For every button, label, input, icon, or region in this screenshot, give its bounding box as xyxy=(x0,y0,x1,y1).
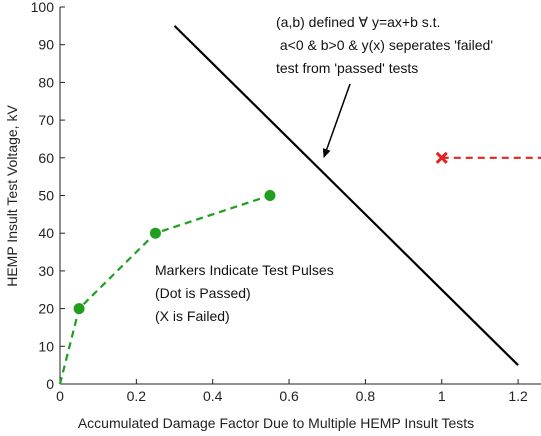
annotation-arrow xyxy=(322,83,351,158)
y-tick-label: 60 xyxy=(38,150,54,166)
x-tick-label: 0.2 xyxy=(127,388,147,404)
marker-dot xyxy=(73,303,85,315)
y-tick-label: 50 xyxy=(38,188,54,204)
x-axis-label: Accumulated Damage Factor Due to Multipl… xyxy=(78,415,474,431)
y-axis-label: HEMP Insult Test Voltage, kV xyxy=(4,105,20,287)
y-tick-label: 20 xyxy=(38,301,54,317)
y-tick-label: 30 xyxy=(38,263,54,279)
annotation-line: (Dot is Passed) xyxy=(155,285,251,301)
series-line xyxy=(58,194,271,385)
marker-x xyxy=(435,151,448,164)
x-tick-label: 0 xyxy=(56,388,64,404)
x-tick-label: 0.8 xyxy=(356,388,376,404)
annotation: (a,b) defined ∀ y=ax+b s.t. a<0 & b>0 & … xyxy=(276,14,493,158)
x-tick-label: 1.2 xyxy=(508,388,528,404)
y-tick-label: 90 xyxy=(38,37,54,53)
y-tick-label: 70 xyxy=(38,112,54,128)
x-tick-label: 1 xyxy=(438,388,446,404)
y-tick-label: 100 xyxy=(31,0,55,15)
y-tick-label: 10 xyxy=(38,338,54,354)
series-line xyxy=(173,25,519,366)
y-tick-label: 0 xyxy=(46,376,54,392)
x-tick-label: 0.4 xyxy=(203,388,223,404)
annotation-line: (a,b) defined ∀ y=ax+b s.t. xyxy=(276,14,440,30)
marker-dot xyxy=(149,227,161,239)
y-tick-label: 40 xyxy=(38,225,54,241)
annotation: Markers Indicate Test Pulses (Dot is Pas… xyxy=(155,262,334,324)
x-tick-label: 0.6 xyxy=(279,388,299,404)
annotation-line: test from 'passed' tests xyxy=(276,60,418,76)
marker-dot xyxy=(264,190,276,201)
annotation-line: Markers Indicate Test Pulses xyxy=(155,262,334,278)
annotation-line: a<0 & b>0 & y(x) seperates 'failed' xyxy=(276,37,493,53)
annotation-line: (X is Failed) xyxy=(155,308,230,324)
y-tick-label: 80 xyxy=(38,74,54,90)
